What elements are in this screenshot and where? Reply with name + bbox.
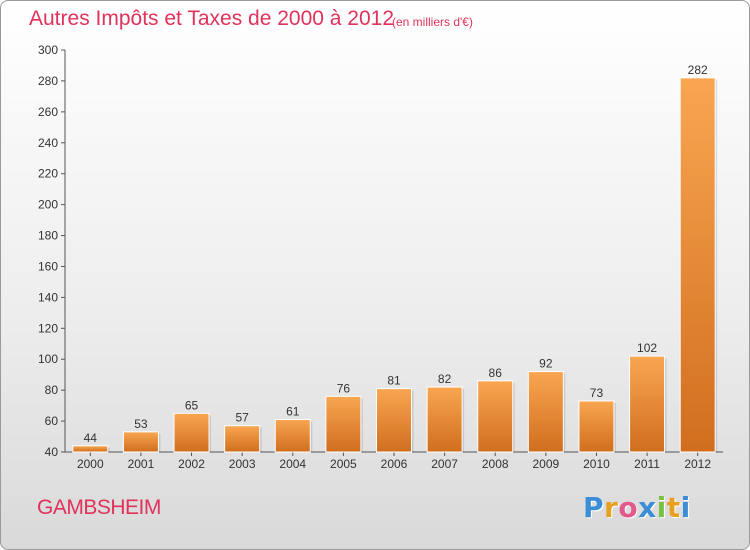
bar-2008 — [477, 380, 514, 453]
x-tick-label: 2008 — [482, 457, 509, 471]
bar-2007 — [426, 386, 463, 453]
y-tick-label: 120 — [38, 321, 58, 335]
bar-2012 — [679, 77, 716, 453]
y-tick-label: 260 — [38, 105, 58, 119]
y-tick-label: 180 — [38, 229, 58, 243]
y-tick-label: 300 — [38, 43, 58, 57]
chart-title: Autres Impôts et Taxes de 2000 à 2012 — [29, 7, 395, 30]
logo-letter: x — [638, 491, 657, 524]
y-tick-label: 220 — [38, 167, 58, 181]
logo-letter: P — [583, 491, 605, 524]
logo-letter: t — [666, 491, 681, 524]
bar-2005 — [325, 395, 362, 453]
chart-unit: (en milliers d'€) — [392, 15, 473, 29]
y-tick-label: 280 — [38, 74, 58, 88]
y-tick-label: 160 — [38, 259, 58, 273]
bar-2003 — [224, 425, 261, 453]
y-tick-label: 200 — [38, 198, 58, 212]
data-label-2006: 81 — [387, 374, 401, 388]
y-tick-label: 100 — [38, 352, 58, 366]
bar-2010 — [578, 400, 615, 453]
x-axis: 2000 2001 2002 2003 2004 2005 2006 2007 2008 2009… — [65, 451, 723, 471]
y-tick-label: 140 — [38, 290, 58, 304]
y-axis: 40 60 80 100 120 140 160 180 200 220 240 260 280 300 — [38, 43, 66, 459]
logo-letter: i — [680, 491, 691, 524]
data-label-2008: 86 — [489, 366, 503, 380]
x-tick-label: 2004 — [279, 457, 306, 471]
proxiti-logo: Proxiti — [583, 491, 691, 524]
data-label-2012: 282 — [688, 63, 708, 77]
data-label-2009: 92 — [539, 357, 553, 371]
bar-2011 — [629, 355, 666, 453]
data-labels: 44 53 65 57 61 76 81 82 86 92 73 102 282 — [84, 63, 708, 445]
data-label-2000: 44 — [84, 431, 98, 445]
commune-name: GAMBSHEIM — [37, 496, 161, 519]
logo-letter: o — [618, 491, 639, 524]
x-tick-label: 2011 — [634, 457, 660, 471]
logo-letter: r — [604, 491, 619, 524]
logo-letter: i — [656, 491, 667, 524]
data-label-2007: 82 — [438, 372, 452, 386]
y-tick-label: 60 — [45, 414, 59, 428]
y-tick-label: 40 — [45, 445, 59, 459]
data-label-2005: 76 — [337, 381, 351, 395]
y-tick-label: 80 — [45, 383, 59, 397]
x-tick-label: 2006 — [381, 457, 408, 471]
bar-2009 — [527, 371, 564, 453]
x-tick-label: 2001 — [128, 457, 155, 471]
bar-2004 — [274, 419, 311, 453]
x-tick-label: 2009 — [532, 457, 559, 471]
data-label-2001: 53 — [134, 417, 148, 431]
x-tick-label: 2000 — [77, 457, 104, 471]
data-label-2011: 102 — [637, 341, 657, 355]
bar-2001 — [122, 431, 159, 453]
bar-2006 — [376, 388, 412, 453]
x-tick-label: 2002 — [178, 457, 205, 471]
x-tick-label: 2012 — [684, 457, 711, 471]
x-tick-label: 2010 — [583, 457, 610, 471]
bar-2000 — [72, 445, 109, 453]
bars — [72, 77, 718, 453]
x-tick-label: 2007 — [431, 457, 458, 471]
data-label-2010: 73 — [590, 386, 604, 400]
data-label-2004: 61 — [286, 405, 300, 419]
bar-2002 — [173, 412, 210, 453]
data-label-2002: 65 — [185, 398, 199, 412]
y-tick-label: 240 — [38, 136, 58, 150]
x-tick-label: 2003 — [229, 457, 256, 471]
x-tick-label: 2005 — [330, 457, 357, 471]
data-label-2003: 57 — [235, 411, 249, 425]
